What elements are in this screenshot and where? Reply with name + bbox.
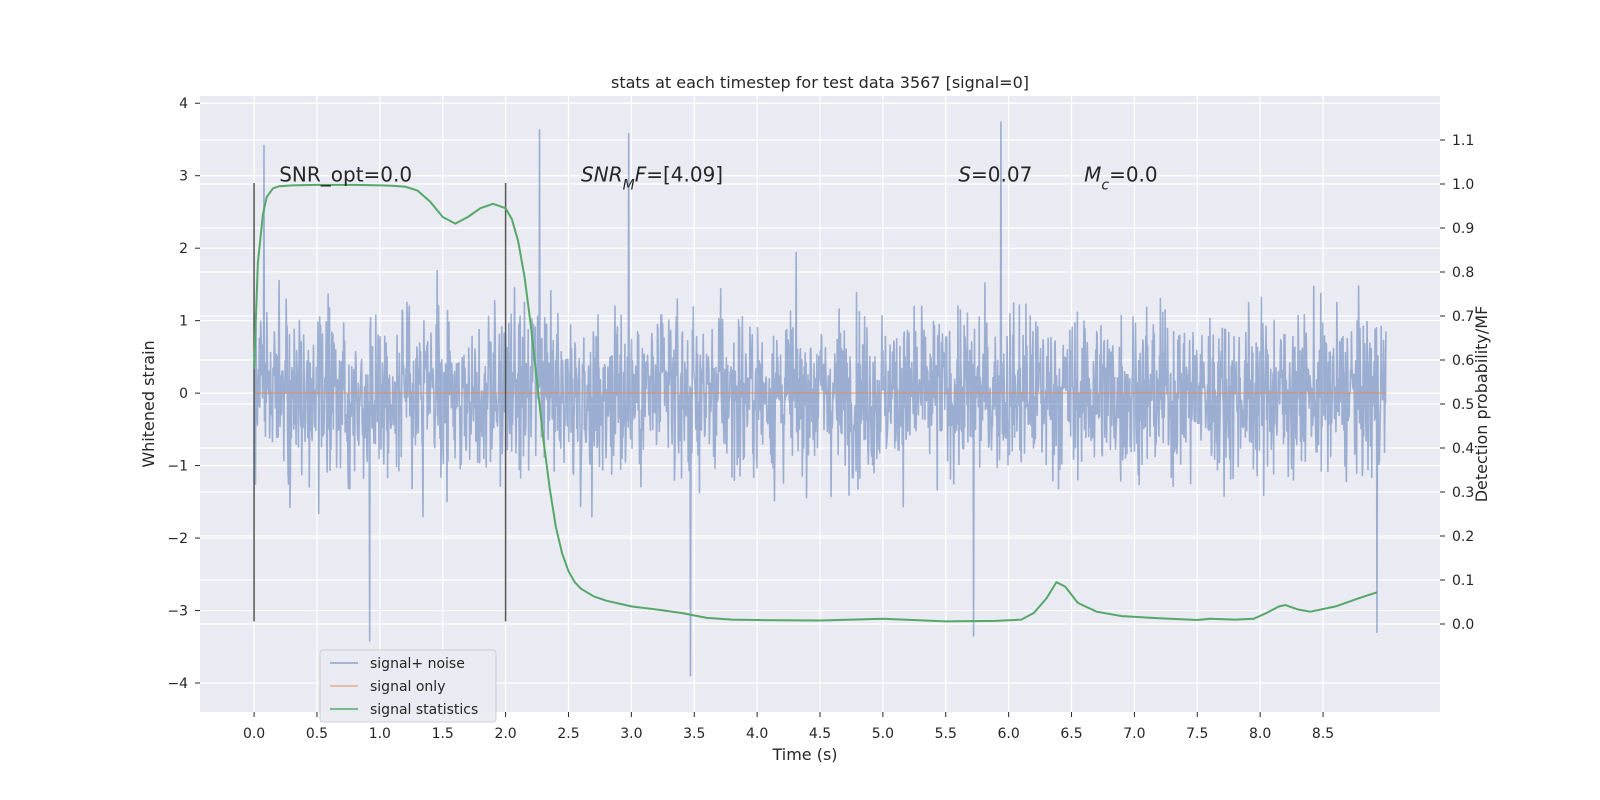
- y-tick-label: 1: [179, 314, 188, 330]
- x-tick-label: 0.5: [306, 726, 328, 742]
- legend: signal+ noise signal only signal statist…: [319, 649, 497, 723]
- y2-tick-label: 1.1: [1452, 133, 1474, 149]
- y2-tick-label: 0.0: [1452, 617, 1474, 633]
- legend-label-signal-only: signal only: [370, 679, 445, 695]
- signal-statistics-line: [253, 183, 1378, 623]
- vlines: [253, 182, 507, 622]
- y2-tick-label: 0.3: [1452, 485, 1474, 501]
- y2-tick-label: 0.1: [1452, 573, 1474, 589]
- x-tick-label: 1.0: [369, 726, 391, 742]
- x-tick-label: 1.5: [432, 726, 454, 742]
- y-axis-label: Whitened strain: [139, 340, 158, 467]
- legend-label-signal-noise: signal+ noise: [370, 656, 465, 672]
- x-tick-label: 8.0: [1249, 726, 1271, 742]
- x-tick-label: 5.0: [872, 726, 894, 742]
- x-tick-label: 6.0: [998, 726, 1020, 742]
- y2-tick-label: 0.6: [1452, 353, 1474, 369]
- x-axis-label: Time (s): [771, 745, 837, 764]
- x-tick-label: 4.5: [809, 726, 831, 742]
- y2-axis-ticks: 0.0 0.1 0.2 0.3 0.4 0.5 0.6 0.7 0.8 0.9 1.0 1.1: [1440, 133, 1474, 633]
- x-tick-label: 4.0: [746, 726, 768, 742]
- x-tick-label: 7.5: [1186, 726, 1208, 742]
- x-tick-label: 0.0: [243, 726, 265, 742]
- y-tick-label: −3: [167, 604, 188, 620]
- series-signal-statistics: [253, 183, 1378, 623]
- y2-tick-label: 0.9: [1452, 221, 1474, 237]
- y2-tick-label: 0.8: [1452, 265, 1474, 281]
- x-tick-label: 3.5: [683, 726, 705, 742]
- signal-noise-line: [253, 121, 1387, 677]
- y-tick-label: −1: [167, 459, 188, 475]
- legend-label-signal-statistics: signal statistics: [370, 702, 478, 718]
- x-tick-label: 2.0: [494, 726, 516, 742]
- x-axis-ticks: 0.0 0.5 1.0 1.5 2.0 2.5 3.0 3.5 4.0 4.5 5.0 5.5 6.0 6…: [243, 712, 1334, 742]
- annotation: Mc=0.0: [1084, 163, 1158, 194]
- y-tick-label: −2: [167, 531, 188, 547]
- y2-tick-label: 0.2: [1452, 529, 1474, 545]
- annotation: S=0.07: [958, 163, 1032, 187]
- legend-box: [319, 649, 497, 723]
- annotation: SNR_opt=0.0: [279, 163, 412, 187]
- y2-tick-label: 1.0: [1452, 177, 1474, 193]
- y2-tick-label: 0.7: [1452, 309, 1474, 325]
- y-tick-label: −4: [167, 676, 188, 692]
- chart-title: stats at each timestep for test data 356…: [611, 73, 1029, 92]
- annotations: SNR_opt=0.0 SNRMF=[4.09] S=0.07 Mc=0.0: [279, 163, 1157, 194]
- y-tick-label: 3: [179, 169, 188, 185]
- y-tick-label: 2: [179, 241, 188, 257]
- x-tick-label: 6.5: [1060, 726, 1082, 742]
- series-signal-noise: [253, 121, 1387, 677]
- x-tick-label: 5.5: [935, 726, 957, 742]
- plot-series: [253, 121, 1387, 677]
- x-tick-label: 8.5: [1312, 726, 1334, 742]
- x-tick-label: 7.0: [1123, 726, 1145, 742]
- y-tick-label: 0: [179, 386, 188, 402]
- y-tick-label: 4: [179, 96, 188, 112]
- y2-tick-label: 0.4: [1452, 441, 1474, 457]
- y2-tick-label: 0.5: [1452, 397, 1474, 413]
- annotation: SNRMF=[4.09]: [581, 163, 723, 194]
- x-tick-label: 2.5: [557, 726, 579, 742]
- y2-axis-label: Detection probability/MF: [1472, 306, 1491, 503]
- x-tick-label: 3.0: [620, 726, 642, 742]
- y-axis-ticks: −4 −3 −2 −1 0 1 2 3 4: [167, 96, 200, 692]
- grid: [200, 96, 1440, 712]
